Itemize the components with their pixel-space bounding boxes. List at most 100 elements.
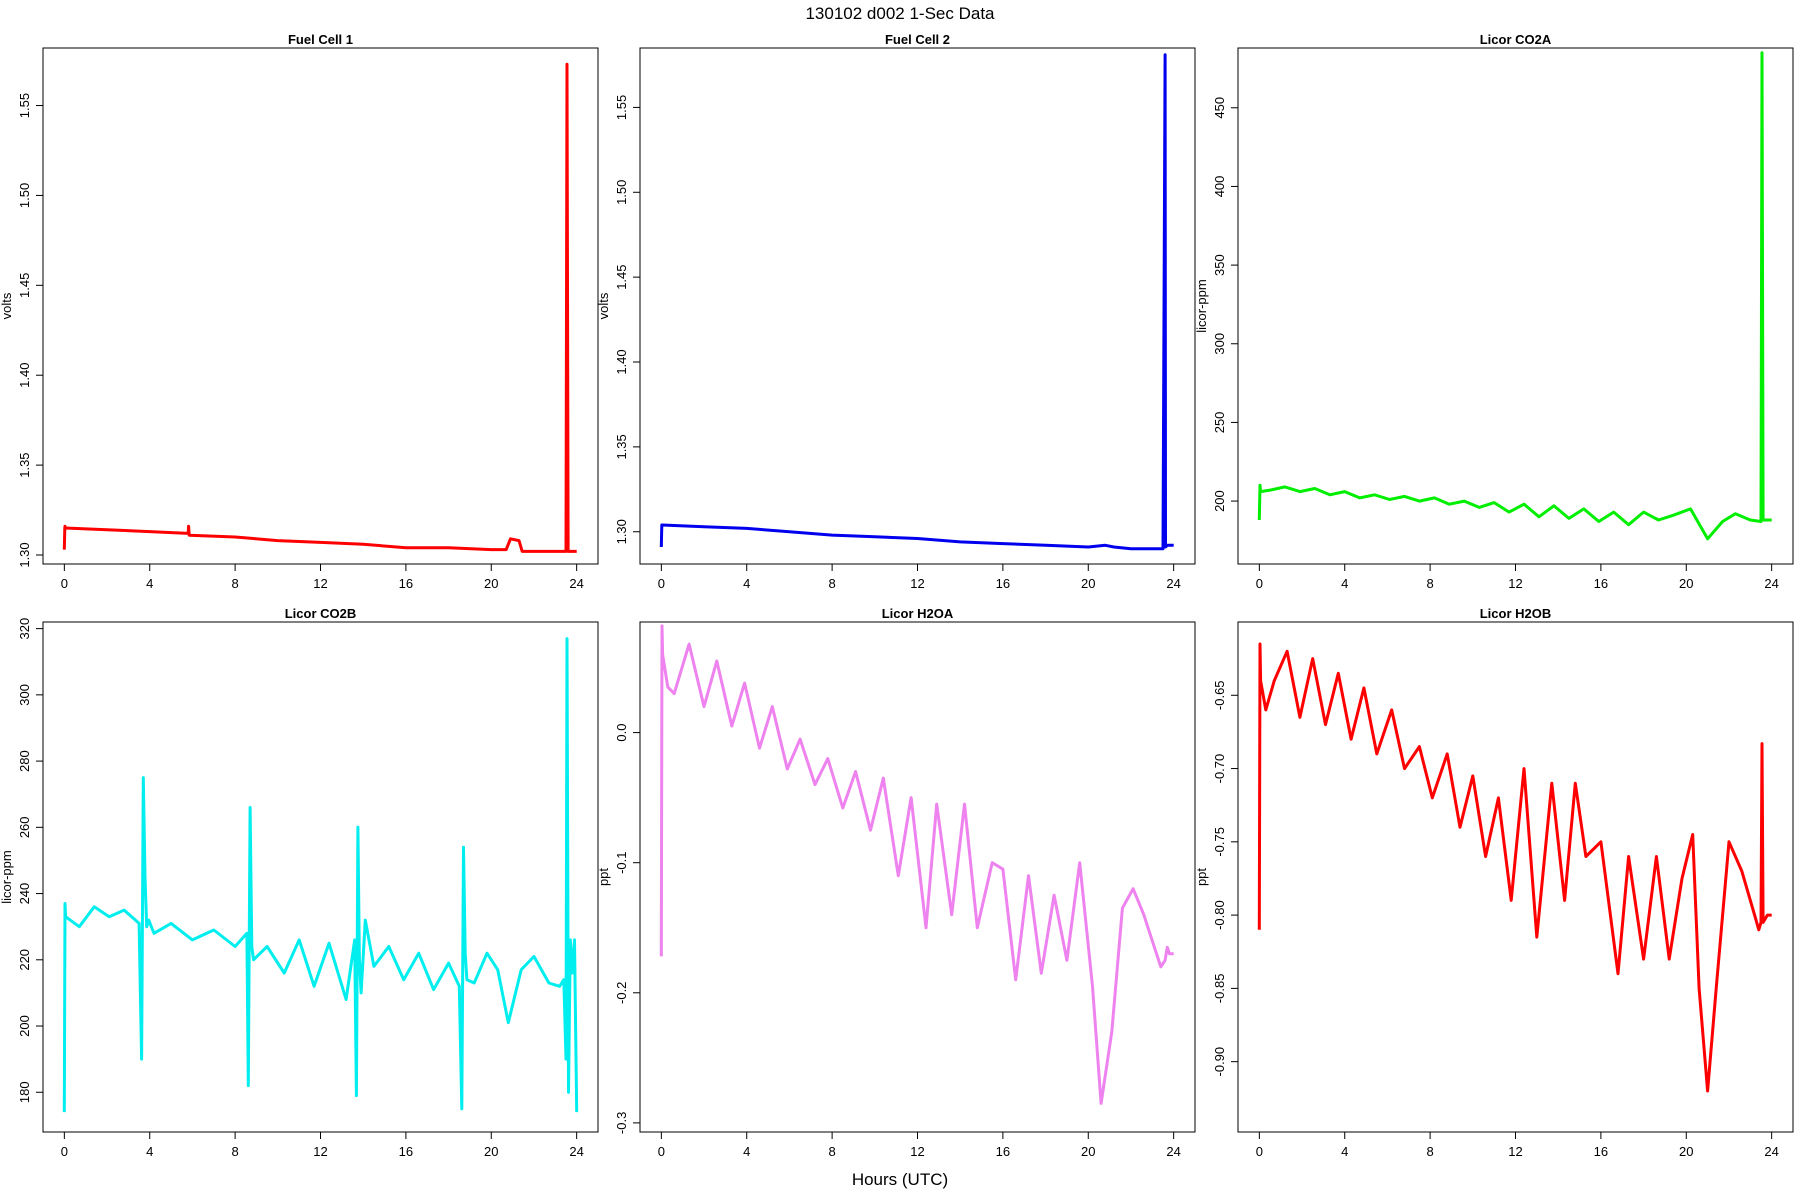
x-tick-label: 0 bbox=[658, 576, 665, 591]
x-tick-label: 16 bbox=[1594, 576, 1608, 591]
chart-panel-6: Licor H2OB 0 4 8 12 16 20 24 -0.90 -0.85 -0.80 -0.7… bbox=[1194, 606, 1794, 1159]
panel-title: Licor H2OA bbox=[882, 606, 954, 621]
y-tick-label: 200 bbox=[17, 1015, 32, 1037]
y-tick-label: -0.90 bbox=[1212, 1047, 1227, 1077]
y-tick-label: -0.65 bbox=[1212, 680, 1227, 710]
x-tick-label: 12 bbox=[1508, 1144, 1522, 1159]
x-tick-label: 24 bbox=[1166, 576, 1180, 591]
x-tick-label: 24 bbox=[569, 576, 583, 591]
x-tick-label: 8 bbox=[231, 576, 238, 591]
x-tick-label: 4 bbox=[743, 576, 750, 591]
x-tick-label: 8 bbox=[828, 1144, 835, 1159]
x-tick-label: 24 bbox=[1764, 576, 1778, 591]
x-tick-label: 0 bbox=[61, 1144, 68, 1159]
x-tick-label: 0 bbox=[658, 1144, 665, 1159]
y-tick-label: -0.2 bbox=[614, 982, 629, 1004]
y-tick-label: 300 bbox=[17, 684, 32, 706]
y-tick-label: 1.55 bbox=[17, 93, 32, 118]
x-tick-label: 4 bbox=[1341, 1144, 1348, 1159]
y-tick-label: -0.85 bbox=[1212, 974, 1227, 1004]
y-tick-label: -0.80 bbox=[1212, 900, 1227, 930]
y-axis-label: volts bbox=[0, 292, 14, 319]
y-tick-label: 400 bbox=[1212, 176, 1227, 198]
x-tick-label: 4 bbox=[743, 1144, 750, 1159]
x-tick-label: 16 bbox=[996, 576, 1010, 591]
y-axis-label: volts bbox=[596, 292, 611, 319]
series-line bbox=[659, 624, 1174, 1105]
x-tick-label: 20 bbox=[1081, 576, 1095, 591]
y-tick-label: 180 bbox=[17, 1081, 32, 1103]
panel-title: Licor H2OB bbox=[1480, 606, 1552, 621]
x-tick-label: 8 bbox=[1426, 576, 1433, 591]
y-tick-label: 450 bbox=[1212, 97, 1227, 119]
y-tick-label: 1.30 bbox=[614, 519, 629, 544]
x-tick-label: 24 bbox=[1764, 1144, 1778, 1159]
x-tick-label: 16 bbox=[1594, 1144, 1608, 1159]
y-tick-label: 1.55 bbox=[614, 95, 629, 120]
y-tick-label: 350 bbox=[1212, 254, 1227, 276]
y-tick-label: 300 bbox=[1212, 333, 1227, 355]
plot-frame bbox=[639, 47, 1196, 565]
x-tick-label: 0 bbox=[61, 576, 68, 591]
x-tick-label: 20 bbox=[1679, 1144, 1693, 1159]
x-tick-label: 4 bbox=[146, 576, 153, 591]
y-axis-label: ppt bbox=[1194, 868, 1209, 886]
panel-title: Licor CO2A bbox=[1480, 32, 1552, 47]
x-tick-label: 12 bbox=[313, 576, 327, 591]
series-line bbox=[62, 62, 577, 553]
y-tick-label: 1.50 bbox=[17, 183, 32, 208]
panel-title: Fuel Cell 2 bbox=[885, 32, 950, 47]
series-line bbox=[1257, 51, 1772, 541]
chart-panel-3: Licor CO2A 0 4 8 12 16 20 24 200 250 300 350 400 450 l… bbox=[1194, 32, 1794, 591]
y-tick-label: 1.30 bbox=[17, 542, 32, 567]
x-tick-label: 20 bbox=[1081, 1144, 1095, 1159]
x-axis-label: Hours (UTC) bbox=[851, 1170, 949, 1189]
x-tick-label: 12 bbox=[1508, 576, 1522, 591]
chart-panel-5: Licor H2OA 0 4 8 12 16 20 24 -0.3 -0.2 -0.1 0.0 ppt bbox=[596, 606, 1196, 1159]
figure-title: 130102 d002 1-Sec Data bbox=[805, 4, 995, 23]
y-tick-label: -0.1 bbox=[614, 851, 629, 873]
chart-panel-2: Fuel Cell 2 0 4 8 12 16 20 24 1.30 1.35 1.40 1.45 1.… bbox=[596, 32, 1196, 591]
y-tick-label: 260 bbox=[17, 816, 32, 838]
chart-panel-4: Licor CO2B 0 4 8 12 16 20 24 180 200 220 240 260 280 3… bbox=[0, 606, 599, 1159]
series-line bbox=[659, 53, 1174, 551]
panel-title: Licor CO2B bbox=[285, 606, 357, 621]
x-tick-label: 20 bbox=[484, 576, 498, 591]
x-tick-label: 8 bbox=[828, 576, 835, 591]
panel-title: Fuel Cell 1 bbox=[288, 32, 353, 47]
y-tick-label: 0.0 bbox=[614, 724, 629, 742]
plot-frame bbox=[1237, 47, 1794, 565]
x-tick-label: 4 bbox=[146, 1144, 153, 1159]
series-line bbox=[1257, 642, 1772, 1093]
x-tick-label: 0 bbox=[1256, 576, 1263, 591]
y-tick-label: 250 bbox=[1212, 412, 1227, 434]
x-tick-label: 4 bbox=[1341, 576, 1348, 591]
y-tick-label: 220 bbox=[17, 949, 32, 971]
x-tick-label: 16 bbox=[996, 1144, 1010, 1159]
x-tick-label: 12 bbox=[313, 1144, 327, 1159]
x-tick-label: 24 bbox=[569, 1144, 583, 1159]
x-tick-label: 20 bbox=[1679, 576, 1693, 591]
y-tick-label: -0.75 bbox=[1212, 827, 1227, 857]
y-axis-label: licor-ppm bbox=[0, 850, 14, 903]
y-tick-label: 240 bbox=[17, 883, 32, 905]
x-tick-label: 8 bbox=[1426, 1144, 1433, 1159]
y-tick-label: 1.50 bbox=[614, 180, 629, 205]
x-tick-label: 16 bbox=[399, 576, 413, 591]
x-tick-label: 0 bbox=[1256, 1144, 1263, 1159]
series-line bbox=[62, 637, 579, 1113]
plot-frame bbox=[639, 621, 1196, 1133]
y-tick-label: -0.70 bbox=[1212, 754, 1227, 784]
x-tick-label: 12 bbox=[910, 576, 924, 591]
y-tick-label: 1.35 bbox=[614, 434, 629, 459]
y-axis-label: licor-ppm bbox=[1194, 279, 1209, 332]
x-tick-label: 24 bbox=[1166, 1144, 1180, 1159]
x-tick-label: 16 bbox=[399, 1144, 413, 1159]
y-tick-label: 280 bbox=[17, 750, 32, 772]
y-tick-label: 1.40 bbox=[17, 363, 32, 388]
plot-frame bbox=[42, 47, 599, 565]
x-tick-label: 12 bbox=[910, 1144, 924, 1159]
chart-panel-1: Fuel Cell 1 0 4 8 12 16 20 24 1.30 1.35 1.40 1.45 1.… bbox=[0, 32, 599, 591]
